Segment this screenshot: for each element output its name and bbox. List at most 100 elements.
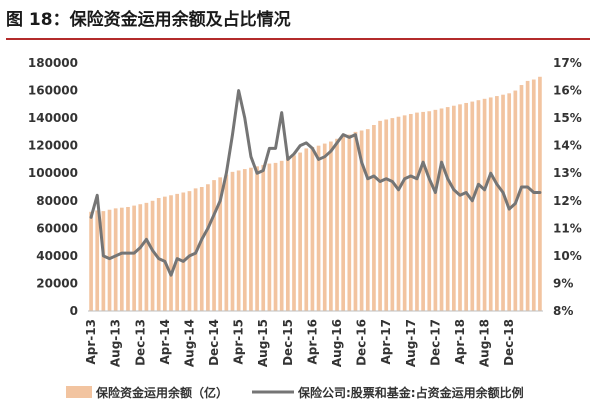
- y-right-tick-label: 12%: [553, 194, 582, 208]
- bar: [341, 136, 346, 311]
- bar: [476, 100, 481, 311]
- bar: [359, 130, 364, 311]
- x-tick-label: Dec-18: [502, 319, 516, 366]
- line-series: [89, 89, 542, 277]
- y-right-tick-label: 10%: [553, 249, 582, 263]
- y-left-tick-label: 60000: [36, 221, 78, 235]
- x-tick-label: Apr-18: [453, 319, 467, 364]
- bar: [119, 207, 124, 311]
- x-tick-label: Dec-15: [281, 319, 295, 366]
- x-tick-label: Dec-17: [428, 319, 442, 366]
- bar: [101, 211, 106, 311]
- bar: [242, 169, 247, 311]
- right-axis: 8% 9% 10% 11% 12% 13% 14% 15% 16% 17%: [553, 56, 582, 318]
- bar: [169, 195, 173, 311]
- bar: [89, 211, 93, 311]
- bar: [433, 109, 438, 311]
- bar: [353, 131, 358, 311]
- bar: [249, 167, 253, 311]
- bar: [507, 93, 512, 311]
- y-right-tick-label: 15%: [553, 111, 582, 125]
- legend-label-line: 保险公司:股票和基金:占资金运用余额比例: [297, 385, 524, 400]
- x-tick-label: Aug-18: [478, 319, 492, 367]
- y-right-tick-label: 11%: [553, 221, 582, 235]
- bar: [365, 129, 370, 311]
- bar: [95, 210, 100, 311]
- bar: [482, 98, 487, 311]
- bar: [163, 196, 167, 311]
- bar: [495, 96, 499, 311]
- bar: [273, 162, 278, 311]
- bar: [206, 184, 210, 311]
- bar: [488, 97, 493, 311]
- bar: [439, 108, 444, 311]
- x-tick-label: Aug-13: [109, 319, 123, 367]
- y-right-tick-label: 17%: [553, 56, 582, 70]
- y-right-tick-label: 9%: [553, 276, 573, 290]
- bar: [132, 205, 136, 311]
- bar: [144, 202, 149, 311]
- bar: [292, 155, 296, 311]
- y-left-tick-label: 180000: [28, 56, 78, 70]
- bar: [279, 160, 284, 311]
- bar: [199, 187, 204, 311]
- bar: [236, 170, 241, 311]
- bar: [230, 171, 235, 311]
- legend-label-bar: 保险资金运用余额（亿）: [95, 385, 228, 400]
- y-right-tick-label: 8%: [553, 304, 573, 318]
- bar: [408, 113, 413, 311]
- bar: [445, 107, 450, 311]
- bar: [150, 200, 155, 311]
- bar: [329, 141, 333, 311]
- bar: [212, 180, 216, 311]
- bar: [316, 145, 321, 311]
- left-axis: 0 20000 40000 60000 80000 100000 120000 140000 1…: [28, 56, 78, 318]
- x-axis: Apr-13 Aug-13 Dec-13 Apr-14 Aug-14 Dec-14 Apr-…: [84, 310, 543, 367]
- bar-series: [89, 76, 542, 312]
- bar: [267, 163, 272, 311]
- bar: [427, 111, 432, 311]
- x-tick-label: Dec-13: [133, 319, 147, 366]
- bar: [261, 164, 266, 311]
- bar: [519, 85, 524, 311]
- bar: [175, 193, 179, 311]
- x-tick-label: Aug-16: [330, 319, 344, 367]
- x-tick-label: Aug-15: [256, 319, 270, 367]
- bar: [384, 119, 389, 312]
- bar: [187, 191, 192, 311]
- bar: [181, 192, 186, 311]
- y-left-tick-label: 120000: [28, 139, 78, 153]
- y-left-tick-label: 40000: [36, 249, 78, 263]
- bar: [378, 120, 382, 312]
- bar: [372, 125, 376, 311]
- bar: [464, 102, 468, 312]
- x-tick-label: Dec-16: [355, 319, 369, 366]
- bar: [335, 138, 339, 311]
- x-tick-label: Aug-17: [404, 319, 418, 367]
- bar: [224, 174, 229, 311]
- bar: [113, 208, 118, 311]
- bar: [156, 198, 161, 311]
- x-tick-label: Apr-16: [305, 319, 319, 364]
- y-left-tick-label: 160000: [28, 84, 78, 98]
- bar: [126, 206, 130, 311]
- bar: [525, 80, 530, 311]
- y-left-tick-label: 100000: [28, 166, 78, 180]
- bar: [218, 177, 223, 311]
- bar: [107, 209, 112, 311]
- bar: [531, 79, 536, 311]
- bar: [470, 101, 475, 311]
- x-tick-label: Apr-13: [84, 319, 98, 364]
- bar: [347, 134, 352, 311]
- bar: [310, 147, 315, 311]
- y-left-tick-label: 0: [70, 304, 78, 318]
- x-tick-label: Apr-14: [158, 319, 172, 364]
- bar: [501, 94, 505, 311]
- x-tick-label: Aug-14: [183, 319, 197, 367]
- bar: [298, 152, 302, 311]
- figure-title: 图 18：保险资金运用余额及占比情况: [6, 10, 291, 30]
- bar: [285, 158, 290, 311]
- legend-swatch-bar: [66, 386, 92, 398]
- y-right-tick-label: 14%: [553, 139, 582, 153]
